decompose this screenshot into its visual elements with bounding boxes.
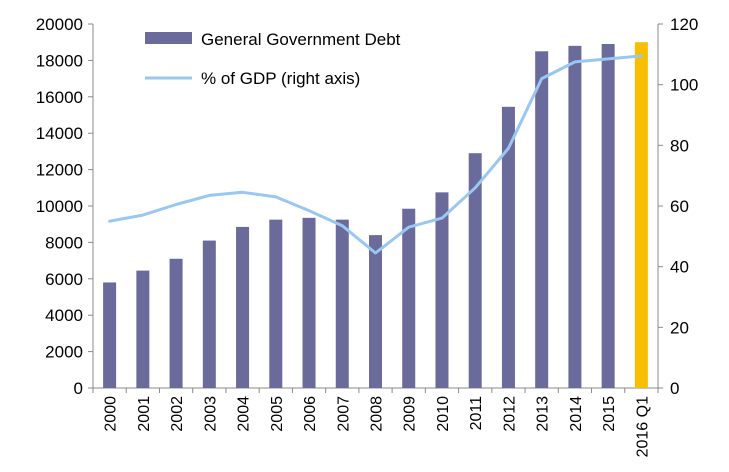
- x-category-label: 2012: [501, 396, 518, 432]
- debt-bar: [468, 153, 482, 388]
- left-tick-label: 6000: [45, 270, 83, 289]
- debt-bar: [202, 240, 216, 388]
- left-tick-label: 10000: [36, 197, 83, 216]
- right-tick-label: 40: [670, 258, 689, 277]
- debt-bar: [236, 226, 250, 388]
- left-tick-label: 20000: [36, 15, 83, 34]
- left-tick-label: 4000: [45, 306, 83, 325]
- legend-label-gdp: % of GDP (right axis): [201, 69, 360, 88]
- right-tick-label: 60: [670, 197, 689, 216]
- x-category-label: 2003: [202, 396, 219, 432]
- labels-layer: 0 2000 4000 6000 8000 10000 12000 14000 16000 180…: [36, 15, 699, 457]
- debt-bar: [169, 258, 183, 388]
- left-tick-label: 2000: [45, 343, 83, 362]
- x-category-label: 2013: [535, 396, 552, 432]
- left-tick-label: 16000: [36, 88, 83, 107]
- highlighted-debt-bar: [634, 42, 648, 388]
- x-category-label: 2005: [269, 396, 286, 432]
- x-category-label: 2007: [335, 396, 352, 432]
- right-tick-label: 100: [670, 76, 698, 95]
- x-category-label: 2006: [302, 396, 319, 432]
- debt-bar: [269, 219, 283, 388]
- left-tick-label: 18000: [36, 51, 83, 70]
- debt-bar: [501, 106, 515, 388]
- left-tick-label: 0: [74, 379, 83, 398]
- debt-bar: [535, 51, 549, 389]
- left-tick-label: 12000: [36, 161, 83, 180]
- x-category-label: 2008: [369, 396, 386, 432]
- debt-bar: [402, 208, 416, 388]
- right-tick-label: 120: [670, 15, 698, 34]
- x-category-label: 2016 Q1: [634, 396, 651, 457]
- x-category-label: 2010: [435, 396, 452, 432]
- debt-bar: [369, 235, 382, 388]
- right-tick-label: 20: [670, 318, 689, 337]
- left-tick-label: 14000: [36, 124, 83, 143]
- debt-bar: [435, 192, 449, 388]
- left-tick-label: 8000: [45, 233, 83, 252]
- debt-bar: [136, 270, 150, 388]
- x-category-label: 2009: [402, 396, 419, 432]
- bars-layer: [103, 42, 648, 389]
- debt-bar: [103, 282, 117, 388]
- debt-bar: [302, 217, 316, 388]
- line-layer: [108, 54, 643, 255]
- legend-bar-swatch: [145, 32, 192, 44]
- x-category-label: 2015: [601, 396, 618, 432]
- legend: General Government Debt % of GDP (right a…: [145, 30, 401, 88]
- x-category-label: 2002: [169, 396, 186, 432]
- legend-label-debt: General Government Debt: [201, 30, 401, 49]
- debt-bar: [601, 44, 615, 389]
- gdp-percent-line: [108, 54, 643, 255]
- x-category-label: 2011: [468, 396, 485, 431]
- right-tick-label: 0: [670, 379, 679, 398]
- x-category-label: 2001: [136, 396, 153, 432]
- x-category-label: 2004: [236, 396, 253, 432]
- x-category-label: 2000: [103, 396, 120, 432]
- x-category-label: 2014: [568, 396, 585, 432]
- debt-bar: [568, 45, 582, 389]
- right-tick-label: 80: [670, 136, 689, 155]
- debt-bar: [335, 219, 349, 388]
